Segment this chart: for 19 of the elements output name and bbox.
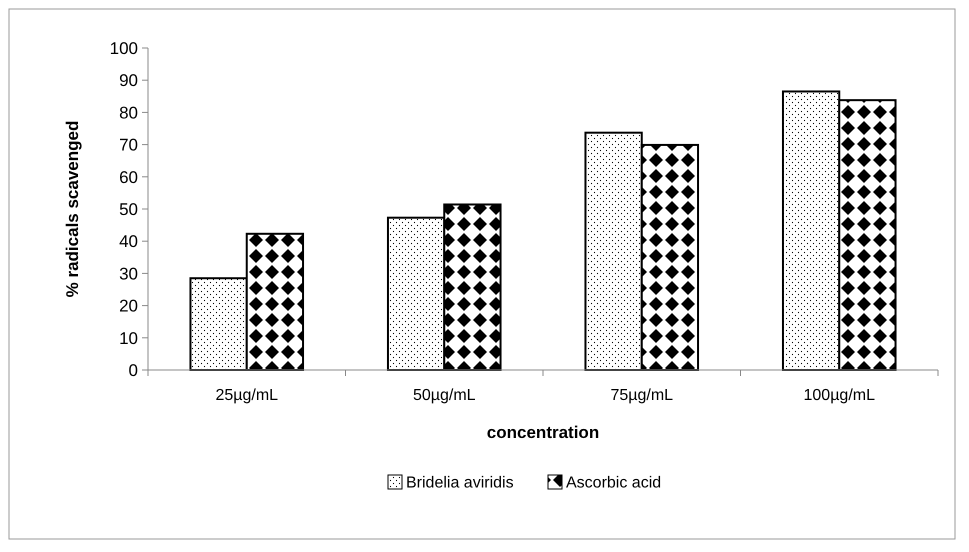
y-tick-label: 50 [119, 200, 138, 219]
x-axis-title: concentration [486, 423, 600, 442]
y-axis-title: % radicals scavenged [63, 120, 82, 298]
y-tick-label: 10 [119, 328, 138, 348]
y-tick-label: 90 [119, 71, 138, 90]
legend-label: Ascorbic acid [566, 474, 662, 492]
x-tick-label: 50µg/mL [412, 387, 476, 404]
x-tick-label: 75µg/mL [610, 387, 674, 404]
y-tick-label: 0 [128, 360, 138, 380]
y-tick-label: 20 [119, 296, 138, 316]
y-tick-label: 100 [110, 38, 138, 58]
y-tick-label: 60 [119, 168, 138, 187]
x-tick-label: 100µg/mL [804, 387, 876, 404]
y-tick-label: 40 [119, 232, 138, 252]
y-tick-label: 30 [119, 264, 138, 284]
x-tick-label: 25µg/mL [215, 387, 278, 404]
y-tick-label: 80 [119, 103, 138, 122]
y-tick-label: 70 [119, 136, 138, 155]
legend-label: Bridelia aviridis [406, 474, 514, 492]
